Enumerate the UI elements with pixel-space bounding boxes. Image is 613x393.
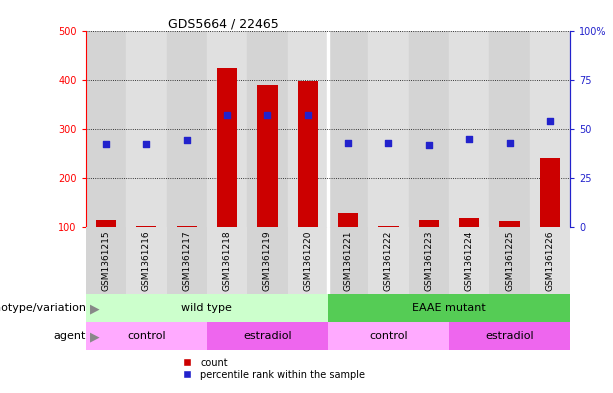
Text: GSM1361223: GSM1361223: [424, 231, 433, 291]
Bar: [177, 226, 197, 227]
Bar: [409, 31, 449, 227]
Point: [464, 136, 474, 142]
Bar: [86, 294, 328, 322]
Text: estradiol: estradiol: [485, 331, 534, 342]
Bar: [328, 322, 449, 351]
Point: [504, 140, 514, 146]
Legend: count, percentile rank within the sample: count, percentile rank within the sample: [173, 354, 369, 384]
Bar: [167, 227, 207, 294]
Bar: [489, 227, 530, 294]
Text: agent: agent: [54, 331, 86, 342]
Bar: [86, 227, 126, 294]
Text: EAAE mutant: EAAE mutant: [412, 303, 486, 314]
Text: GSM1361217: GSM1361217: [182, 231, 191, 291]
Bar: [167, 31, 207, 227]
Bar: [378, 226, 398, 227]
Text: ▶: ▶: [86, 302, 100, 315]
Text: control: control: [369, 331, 408, 342]
Bar: [327, 227, 329, 294]
Bar: [489, 31, 530, 227]
Bar: [136, 226, 156, 227]
Bar: [419, 220, 439, 227]
Point: [545, 118, 555, 124]
Text: estradiol: estradiol: [243, 331, 292, 342]
Bar: [500, 221, 520, 227]
Point: [101, 141, 111, 147]
Bar: [207, 322, 328, 351]
Text: wild type: wild type: [181, 303, 232, 314]
Text: GSM1361215: GSM1361215: [102, 231, 110, 291]
Bar: [530, 31, 570, 227]
Bar: [247, 227, 287, 294]
Bar: [126, 227, 167, 294]
Point: [384, 140, 394, 146]
Bar: [86, 31, 126, 227]
Bar: [257, 85, 278, 227]
Bar: [530, 227, 570, 294]
Bar: [287, 227, 328, 294]
Text: control: control: [127, 331, 166, 342]
Point: [262, 112, 272, 118]
Bar: [247, 31, 287, 227]
Bar: [409, 227, 449, 294]
Point: [343, 140, 353, 146]
Text: GSM1361225: GSM1361225: [505, 231, 514, 291]
Bar: [338, 213, 358, 227]
Point: [222, 112, 232, 118]
Bar: [449, 31, 489, 227]
Text: GSM1361218: GSM1361218: [223, 231, 232, 291]
Bar: [327, 31, 329, 227]
Bar: [540, 158, 560, 227]
Bar: [449, 227, 489, 294]
Bar: [217, 68, 237, 227]
Text: GSM1361216: GSM1361216: [142, 231, 151, 291]
Bar: [298, 81, 318, 227]
Text: GSM1361222: GSM1361222: [384, 231, 393, 291]
Bar: [207, 31, 247, 227]
Point: [182, 137, 192, 143]
Text: genotype/variation: genotype/variation: [0, 303, 86, 314]
Bar: [86, 322, 207, 351]
Bar: [449, 322, 570, 351]
Text: GDS5664 / 22465: GDS5664 / 22465: [168, 17, 279, 30]
Text: ▶: ▶: [86, 330, 100, 343]
Bar: [287, 31, 328, 227]
Bar: [328, 31, 368, 227]
Text: GSM1361224: GSM1361224: [465, 231, 474, 291]
Text: GSM1361220: GSM1361220: [303, 231, 312, 291]
Text: GSM1361226: GSM1361226: [546, 231, 554, 291]
Bar: [96, 220, 116, 227]
Point: [142, 141, 151, 147]
Bar: [328, 227, 368, 294]
Bar: [328, 294, 570, 322]
Bar: [207, 227, 247, 294]
Bar: [368, 31, 409, 227]
Text: GSM1361219: GSM1361219: [263, 231, 272, 291]
Point: [424, 142, 434, 148]
Bar: [126, 31, 167, 227]
Bar: [368, 227, 409, 294]
Bar: [459, 217, 479, 227]
Point: [303, 112, 313, 118]
Text: GSM1361221: GSM1361221: [344, 231, 352, 291]
